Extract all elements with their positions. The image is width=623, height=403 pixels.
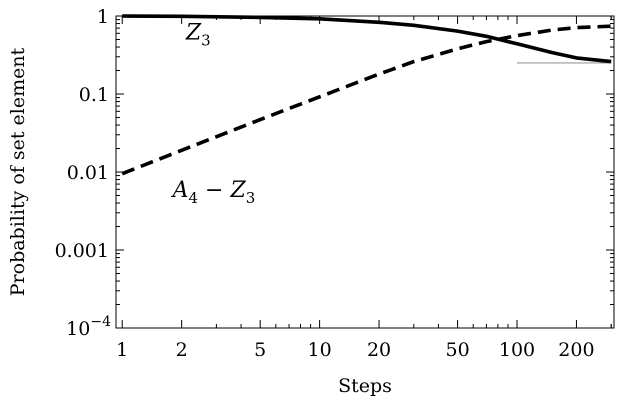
y-tick-label: 1: [97, 6, 109, 28]
y-tick-label: 0.1: [79, 84, 109, 106]
y-tick-label: 0.01: [67, 162, 109, 184]
series-label-1: A4 − Z3: [171, 178, 256, 207]
x-tick-label: 5: [254, 339, 266, 361]
x-tick-label: 100: [499, 339, 535, 361]
series-label-0: Z3: [185, 20, 211, 49]
series-labels: Z3 A4 − Z3: [171, 20, 256, 206]
x-tick-label: 50: [445, 339, 469, 361]
x-axis-ticks: 1 2 5 10 20 50 100 200: [116, 16, 612, 361]
x-tick-label: 2: [176, 339, 188, 361]
series-line-0: [122, 14, 612, 64]
x-axis-title: Steps: [338, 375, 392, 397]
series-layer: [121, 14, 612, 176]
x-tick-label: 10: [308, 339, 332, 361]
y-tick-label: 10−4: [66, 314, 111, 340]
y-axis-title: Probability of set element: [7, 47, 29, 296]
x-tick-label: 1: [116, 339, 128, 361]
x-tick-label: 20: [367, 339, 391, 361]
x-tick-label: 200: [558, 339, 594, 361]
y-tick-label: 0.001: [55, 240, 109, 262]
y-axis-ticks: 1 0.1 0.01 0.001 10−4: [55, 6, 614, 340]
